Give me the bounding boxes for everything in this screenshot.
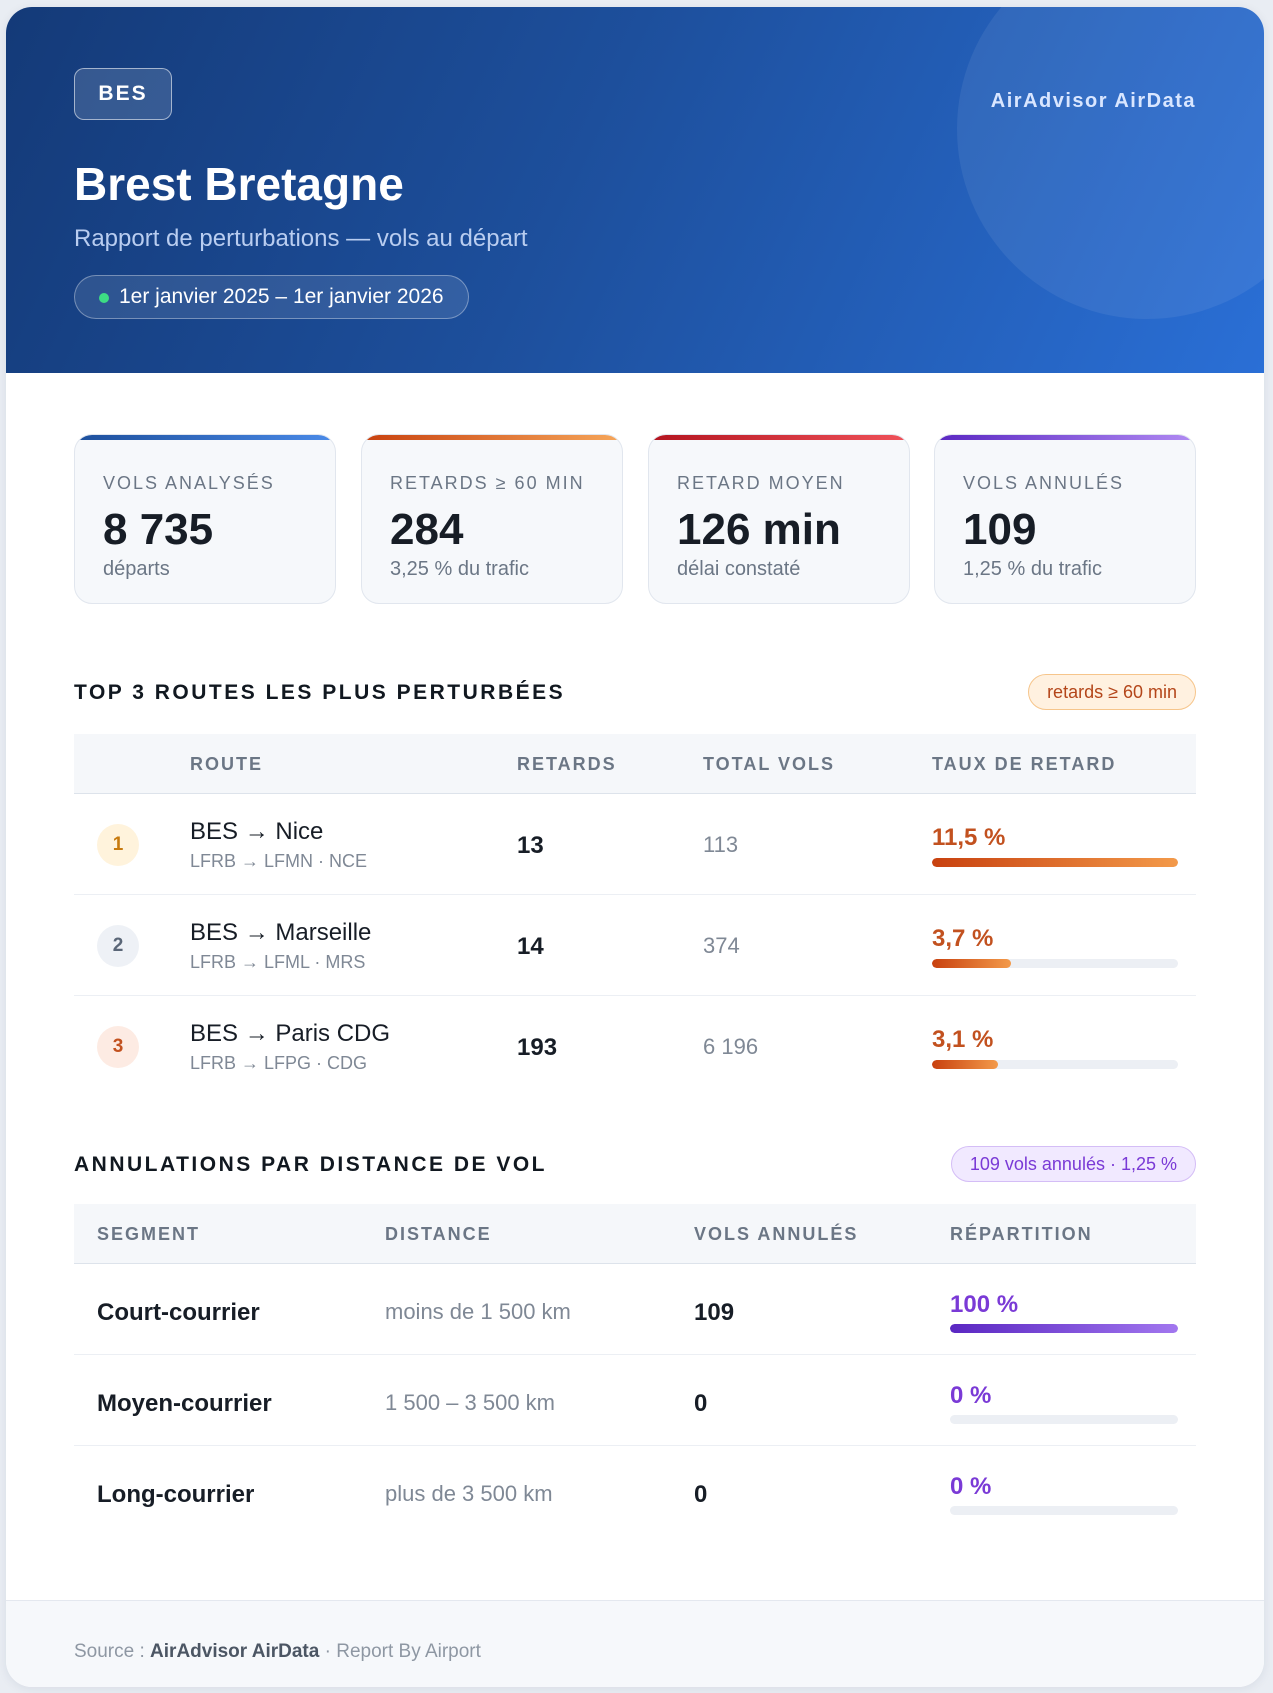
- stat-value: 8 735: [103, 505, 214, 554]
- routes-table-header: ROUTE RETARDS TOTAL VOLS TAUX DE RETARD: [74, 734, 1196, 794]
- segment-share: 100 %: [950, 1291, 1019, 1318]
- stat-sub: délai constaté: [677, 558, 801, 580]
- stat-accent-bar: [362, 435, 622, 440]
- col-segment: SEGMENT: [97, 1224, 201, 1244]
- route-total: 6 196: [703, 1034, 759, 1059]
- rank-badge: 3: [97, 1026, 139, 1068]
- route-name: BES → Nice: [190, 818, 324, 845]
- route-delays: 193: [517, 1034, 558, 1061]
- route-total: 374: [703, 933, 740, 958]
- route-rate: 11,5 %: [932, 824, 1006, 851]
- routes-table: ROUTE RETARDS TOTAL VOLS TAUX DE RETARD …: [74, 734, 1196, 1097]
- segment-distance: moins de 1 500 km: [385, 1299, 571, 1324]
- col-delays: RETARDS: [517, 754, 617, 774]
- delays-filter-pill: retards ≥ 60 min: [1028, 674, 1196, 710]
- brand-label: AirAdvisor AirData: [990, 90, 1196, 112]
- stat-value: 126 min: [677, 505, 841, 554]
- segment-name: Moyen-courrier: [97, 1390, 272, 1417]
- segment-name: Long-courrier: [97, 1481, 255, 1508]
- table-row: Moyen-courrier 1 500 – 3 500 km 0 0 %: [74, 1355, 1196, 1446]
- stat-accent-bar: [935, 435, 1195, 440]
- stat-value: 284: [390, 505, 464, 554]
- route-rate: 3,7 %: [932, 925, 994, 952]
- share-bar: [950, 1415, 1178, 1424]
- col-total: TOTAL VOLS: [703, 754, 836, 774]
- route-delays: 13: [517, 832, 544, 859]
- table-row: 1 BES → Nice LFRB → LFMN · NCE 13 113 11…: [74, 794, 1196, 895]
- share-bar: [950, 1506, 1178, 1515]
- report-header: BES AirAdvisor AirData Brest Bretagne Ra…: [6, 7, 1264, 373]
- col-route: ROUTE: [190, 754, 263, 774]
- stat-label: VOLS ANALYSÉS: [103, 473, 275, 493]
- table-row: Court-courrier moins de 1 500 km 109 100…: [74, 1264, 1196, 1355]
- rate-bar: [932, 959, 1178, 968]
- route-name: BES → Paris CDG: [190, 1020, 391, 1047]
- airport-code-badge: BES: [74, 68, 172, 120]
- route-codes: LFRB → LFML · MRS: [190, 952, 366, 972]
- route-rate: 3,1 %: [932, 1026, 994, 1053]
- share-bar-fill: [950, 1324, 1178, 1333]
- stats-row: VOLS ANALYSÉS 8 735 départs RETARDS ≥ 60…: [74, 434, 1196, 604]
- col-cancelled: VOLS ANNULÉS: [694, 1224, 859, 1244]
- segment-cancelled: 109: [694, 1299, 735, 1326]
- period-text: 1er janvier 2025 – 1er janvier 2026: [119, 285, 444, 308]
- stat-sub: 3,25 % du trafic: [390, 558, 529, 580]
- segment-share: 0 %: [950, 1473, 992, 1500]
- rank-badge: 1: [97, 824, 139, 866]
- col-rate: TAUX DE RETARD: [932, 754, 1117, 774]
- segment-share: 0 %: [950, 1382, 992, 1409]
- route-codes: LFRB → LFPG · CDG: [190, 1053, 368, 1073]
- route-delays: 14: [517, 933, 544, 960]
- stat-card-avg-delay: RETARD MOYEN 126 min délai constaté: [648, 434, 910, 604]
- rank-badge: 2: [97, 925, 139, 967]
- segment-distance: plus de 3 500 km: [385, 1481, 553, 1506]
- rate-bar-fill: [932, 858, 1178, 867]
- source-name: AirAdvisor AirData: [150, 1641, 320, 1662]
- rate-bar: [932, 858, 1178, 867]
- period-badge: 1er janvier 2025 – 1er janvier 2026: [74, 275, 469, 319]
- col-distance: DISTANCE: [385, 1224, 492, 1244]
- report-card: BES AirAdvisor AirData Brest Bretagne Ra…: [6, 7, 1264, 1687]
- stat-sub: 1,25 % du trafic: [963, 558, 1102, 580]
- share-bar: [950, 1324, 1178, 1333]
- cancellations-table-header: SEGMENT DISTANCE VOLS ANNULÉS RÉPARTITIO…: [74, 1204, 1196, 1264]
- stat-label: VOLS ANNULÉS: [963, 473, 1125, 493]
- col-share: RÉPARTITION: [950, 1224, 1093, 1244]
- stat-card-delays: RETARDS ≥ 60 MIN 284 3,25 % du trafic: [361, 434, 623, 604]
- source-suffix: · Report By Airport: [319, 1641, 481, 1662]
- table-row: 3 BES → Paris CDG LFRB → LFPG · CDG 193 …: [74, 996, 1196, 1097]
- segment-cancelled: 0: [694, 1390, 708, 1417]
- stat-card-flights: VOLS ANALYSÉS 8 735 départs: [74, 434, 336, 604]
- rate-bar-fill: [932, 1060, 999, 1069]
- segment-name: Court-courrier: [97, 1299, 260, 1326]
- stat-sub: départs: [103, 558, 170, 580]
- source-label: Source :: [74, 1641, 151, 1662]
- airport-name: Brest Bretagne: [74, 158, 404, 210]
- route-total: 113: [703, 832, 739, 857]
- cancellations-section-title: ANNULATIONS PAR DISTANCE DE VOL: [74, 1153, 548, 1176]
- table-row: Long-courrier plus de 3 500 km 0 0 %: [74, 1446, 1196, 1537]
- table-row: 2 BES → Marseille LFRB → LFML · MRS 14 3…: [74, 895, 1196, 996]
- segment-distance: 1 500 – 3 500 km: [385, 1390, 556, 1415]
- decorative-circle: [957, 7, 1264, 319]
- stat-label: RETARDS ≥ 60 MIN: [390, 473, 585, 493]
- cancellations-table: SEGMENT DISTANCE VOLS ANNULÉS RÉPARTITIO…: [74, 1204, 1196, 1537]
- rate-bar: [932, 1060, 1178, 1069]
- route-codes: LFRB → LFMN · NCE: [190, 851, 368, 871]
- cancelled-summary-pill: 109 vols annulés · 1,25 %: [950, 1146, 1196, 1182]
- source-text: Source : AirAdvisor AirData · Report By …: [74, 1641, 481, 1663]
- routes-section-title: TOP 3 ROUTES LES PLUS PERTURBÉES: [74, 681, 566, 704]
- stat-accent-bar: [75, 435, 335, 440]
- stat-accent-bar: [649, 435, 909, 440]
- stat-value: 109: [963, 505, 1037, 554]
- rate-bar-fill: [932, 959, 1011, 968]
- report-footer: Source : AirAdvisor AirData · Report By …: [6, 1600, 1264, 1687]
- stat-card-cancelled: VOLS ANNULÉS 109 1,25 % du trafic: [934, 434, 1196, 604]
- status-dot-icon: [99, 293, 109, 303]
- segment-cancelled: 0: [694, 1481, 708, 1508]
- stat-label: RETARD MOYEN: [677, 473, 845, 493]
- report-subtitle: Rapport de perturbations — vols au dépar…: [74, 225, 528, 252]
- route-name: BES → Marseille: [190, 919, 372, 946]
